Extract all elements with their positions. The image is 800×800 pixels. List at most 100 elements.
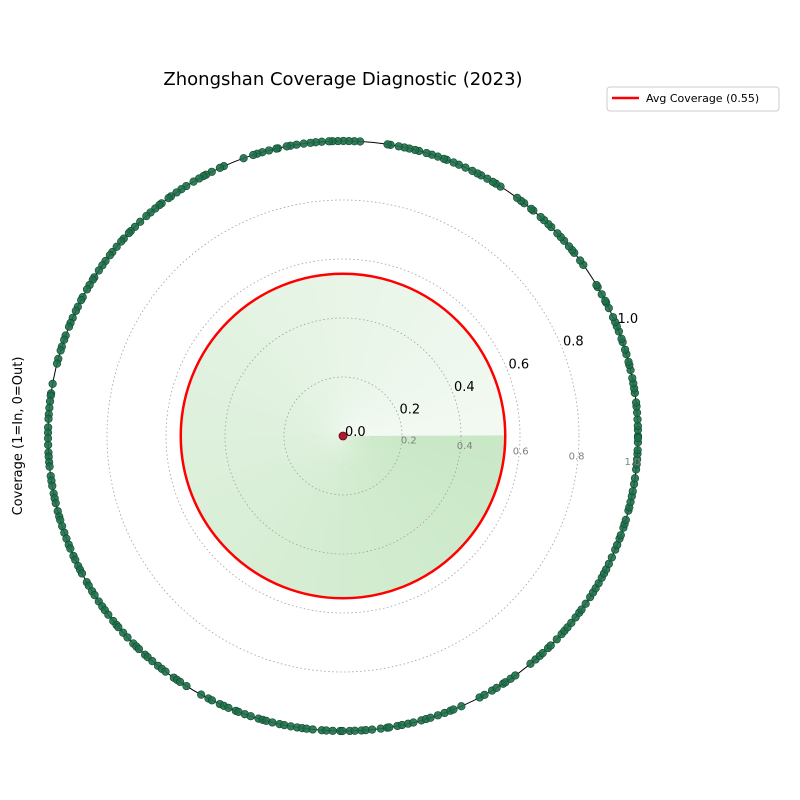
coverage-fill-wedge <box>343 436 466 545</box>
scatter-point <box>117 237 126 246</box>
coverage-fill-wedge <box>343 435 506 439</box>
coverage-fill-wedge <box>343 436 425 578</box>
coverage-fill-wedge <box>210 436 343 532</box>
coverage-fill-wedge <box>223 323 343 436</box>
coverage-fill-wedge <box>343 278 385 436</box>
coverage-fill-wedge <box>261 436 343 579</box>
coverage-fill-wedge <box>215 436 343 539</box>
coverage-fill-wedge <box>261 294 343 436</box>
scatter-point <box>148 656 157 666</box>
scatter-point <box>624 357 633 366</box>
coverage-fill-wedge <box>343 306 443 436</box>
polar-grid <box>106 199 580 673</box>
coverage-fill-wedge <box>263 292 343 436</box>
coverage-fill-wedge <box>343 436 498 489</box>
scatter-point <box>246 712 255 721</box>
coverage-fill-wedge <box>342 273 346 436</box>
coverage-fill-wedge <box>180 430 343 436</box>
coverage-fill-wedge <box>343 436 477 532</box>
coverage-fill-wedge <box>343 283 402 436</box>
scatter-point <box>44 414 53 424</box>
coverage-fill-wedge <box>343 436 486 518</box>
coverage-fill-wedge <box>343 351 484 436</box>
scatter-point <box>104 610 113 619</box>
coverage-fill-wedge <box>323 436 343 598</box>
coverage-fill-wedge <box>238 436 343 563</box>
coverage-fill-wedge <box>197 436 343 511</box>
coverage-fill-wedge <box>268 290 343 436</box>
scatter-point <box>633 433 643 442</box>
coverage-fill-wedge <box>184 399 343 436</box>
scatter-point <box>308 725 317 734</box>
coverage-fill-wedge <box>181 416 343 436</box>
coverage-fill-wedge <box>211 436 343 535</box>
scatter-point <box>620 345 630 354</box>
coverage-fill-wedge <box>343 436 501 478</box>
coverage-fill-wedge <box>343 436 503 467</box>
coverage-fill-wedge <box>343 436 483 522</box>
r-tick-label-0.6: 0.6 <box>509 357 530 372</box>
scatter-point <box>564 242 574 251</box>
coverage-fill-wedge <box>343 436 472 539</box>
coverage-fill-wedge <box>183 405 343 436</box>
coverage-fill-wedge <box>343 340 476 436</box>
coverage-fill-wedge <box>240 308 343 436</box>
coverage-fill-wedge <box>303 436 343 595</box>
coverage-fill-wedge <box>343 347 481 436</box>
coverage-fill-wedge <box>343 436 505 453</box>
coverage-fill-wedge <box>312 436 343 596</box>
coverage-fill-wedge <box>343 436 442 568</box>
coverage-fill-wedge <box>209 340 343 436</box>
coverage-fill-wedge <box>343 359 488 436</box>
scatter-point <box>134 644 144 654</box>
coverage-fill-wedge <box>343 436 505 451</box>
coverage-fill-wedge <box>343 291 420 436</box>
scatter-point <box>299 139 308 148</box>
coverage-fill-wedge <box>201 436 343 518</box>
coverage-fill-wedge <box>213 336 343 436</box>
scatter-point <box>601 296 610 305</box>
coverage-fill-wedge <box>317 436 343 597</box>
coverage-fill-wedge <box>343 436 478 530</box>
coverage-fill-wedge <box>185 394 343 436</box>
coverage-fill-wedge <box>277 436 343 586</box>
coverage-fill-wedge <box>309 436 343 596</box>
coverage-fill-wedge <box>269 436 343 583</box>
coverage-fill-wedge <box>343 436 430 576</box>
coverage-fill-wedge <box>343 436 475 534</box>
coverage-fill-wedge <box>232 436 343 557</box>
coverage-fill-wedge <box>343 309 448 436</box>
scatter-point <box>44 440 53 450</box>
scatter-point <box>77 569 87 578</box>
coverage-fill-wedge <box>343 436 480 527</box>
coverage-fill-wedge <box>343 287 412 436</box>
scatter-point <box>616 531 625 540</box>
scatter-point <box>189 177 198 186</box>
coverage-fill-wedge <box>343 292 422 436</box>
scatter-point <box>607 553 616 562</box>
coverage-fill-wedge <box>264 436 343 580</box>
coverage-fill-wedge <box>343 311 450 436</box>
coverage-fill-wedge <box>343 436 497 492</box>
coverage-fill-wedge <box>343 436 435 573</box>
scatter-point <box>324 137 334 146</box>
coverage-fill-wedge <box>234 313 343 436</box>
coverage-fill-wedge <box>343 344 480 436</box>
coverage-fill-wedge <box>290 436 343 591</box>
coverage-fill-wedge <box>337 436 343 599</box>
coverage-fill-wedge <box>274 436 343 585</box>
coverage-fill-wedge <box>249 301 343 436</box>
coverage-fill-wedge <box>343 436 444 566</box>
coverage-fill-wedge <box>220 436 343 545</box>
coverage-fill-wedge <box>222 436 343 548</box>
r-tick-label-1.0: 1.0 <box>618 312 639 327</box>
coverage-fill-wedge <box>295 436 343 593</box>
legend-frame <box>606 86 780 112</box>
coverage-fill-wedge <box>240 436 343 565</box>
scatter-point <box>449 158 458 167</box>
coverage-fill-wedge <box>273 287 343 436</box>
coverage-fill-wedge <box>189 380 343 436</box>
coverage-fill-wedge <box>343 364 491 436</box>
coverage-fill-wedge <box>343 436 505 459</box>
coverage-fill-wedge <box>211 338 343 436</box>
